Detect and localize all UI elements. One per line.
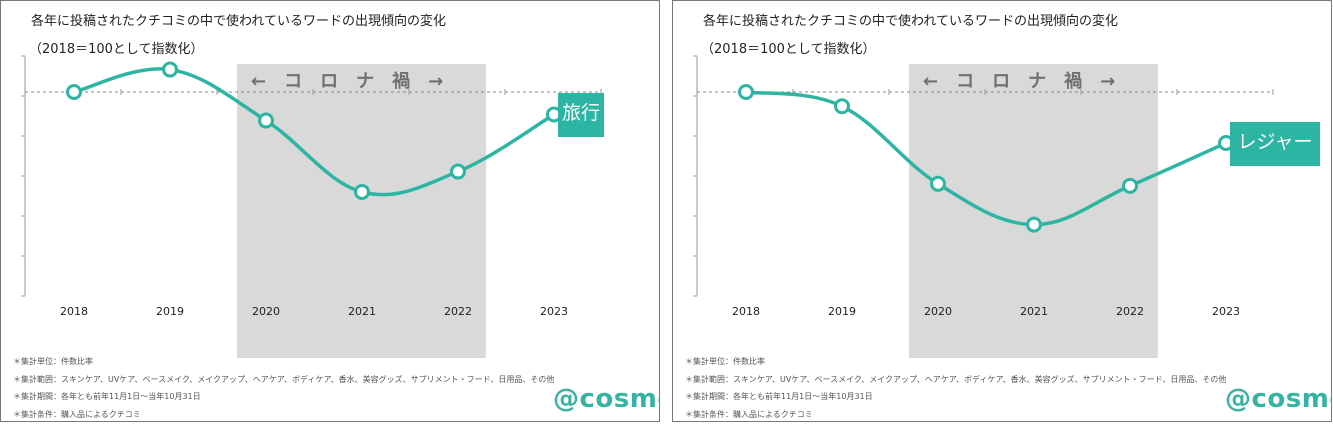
x-tick-label-2019: 2019	[156, 305, 184, 318]
x-tick-label-2023: 2023	[540, 305, 568, 318]
corona-shaded-region	[909, 64, 1158, 358]
footnote-condition: ＊集計条件：購入品によるクチコミ	[13, 409, 141, 419]
footnotes: ＊集計単位：件数比率 ＊集計範囲：スキンケア、UVケア、ベースメイク、メイクアッ…	[13, 353, 555, 421]
corona-period-label: ← コ ロ ナ 禍 →	[251, 71, 444, 92]
footnote-scope: ＊集計範囲：スキンケア、UVケア、ベースメイク、メイクアップ、ヘアケア、ボディケ…	[685, 374, 1227, 384]
chart-canvas: 2018 2019 2020 2021 2022 2023	[693, 55, 1274, 358]
data-point-2019	[834, 98, 850, 115]
chart-canvas: 2018 2019 2020 2021 2022 2023	[21, 55, 602, 358]
cosme-logo: @cosme	[553, 384, 659, 414]
data-point-2021	[1026, 216, 1042, 233]
data-point-2018	[66, 84, 82, 100]
footnote-scope: ＊集計範囲：スキンケア、UVケア、ベースメイク、メイクアップ、ヘアケア、ボディケ…	[13, 374, 555, 384]
chart-panel-travel: 2018 2019 2020 2021 2022 2023 各年に投稿されたクチコミの中で…	[0, 0, 660, 422]
x-tick-label-2018: 2018	[732, 305, 760, 318]
baseline-ticks	[24, 89, 602, 95]
series-points	[738, 84, 1234, 233]
cosme-logo: @cosme	[1225, 384, 1331, 414]
x-tick-label-2023: 2023	[1212, 305, 1240, 318]
data-point-2021	[354, 183, 370, 200]
x-axis-labels: 2018 2019 2020 2021 2022 2023	[60, 305, 568, 318]
chart-panel-leisure: 2018 2019 2020 2021 2022 2023 各年に投稿されたクチコミの中で…	[672, 0, 1332, 422]
chart-title: 各年に投稿されたクチコミの中で使われているワードの出現傾向の変化	[703, 14, 1118, 29]
data-point-2022	[450, 163, 466, 180]
series-label-badge: レジャー	[1230, 122, 1320, 166]
data-point-2020	[930, 175, 946, 192]
x-tick-label-2019: 2019	[828, 305, 856, 318]
corona-shaded-region	[237, 64, 486, 358]
x-axis-labels: 2018 2019 2020 2021 2022 2023	[732, 305, 1240, 318]
x-tick-label-2020: 2020	[924, 305, 952, 318]
corona-period-label: ← コ ロ ナ 禍 →	[923, 71, 1116, 92]
x-tick-label-2022: 2022	[1116, 305, 1144, 318]
series-line	[73, 67, 555, 197]
data-point-2022	[1122, 177, 1138, 194]
data-point-2019	[162, 61, 178, 78]
footnote-unit: ＊集計単位：件数比率	[685, 357, 765, 366]
footnote-condition: ＊集計条件：購入品によるクチコミ	[685, 409, 813, 419]
footnote-unit: ＊集計単位：件数比率	[13, 357, 93, 366]
footnotes: ＊集計単位：件数比率 ＊集計範囲：スキンケア、UVケア、ベースメイク、メイクアッ…	[685, 353, 1227, 421]
chart-subtitle: （2018＝100として指数化）	[29, 42, 204, 57]
series-points	[66, 61, 562, 200]
x-tick-label-2022: 2022	[444, 305, 472, 318]
chart-title: 各年に投稿されたクチコミの中で使われているワードの出現傾向の変化	[31, 14, 446, 29]
footnote-period: ＊集計期間：各年とも前年11月1日～当年10月31日	[685, 392, 873, 401]
series-label-badge: 旅行	[558, 93, 604, 138]
series-line	[745, 90, 1227, 227]
x-tick-label-2018: 2018	[60, 305, 88, 318]
x-tick-label-2021: 2021	[1020, 305, 1048, 318]
chart-subtitle: （2018＝100として指数化）	[701, 42, 876, 57]
x-tick-label-2021: 2021	[348, 305, 376, 318]
data-point-2018	[738, 84, 754, 100]
y-axis-ticks	[21, 55, 25, 297]
footnote-period: ＊集計期間：各年とも前年11月1日～当年10月31日	[13, 392, 201, 401]
x-tick-label-2020: 2020	[252, 305, 280, 318]
data-point-2020	[258, 112, 274, 129]
y-axis-ticks	[693, 55, 697, 297]
